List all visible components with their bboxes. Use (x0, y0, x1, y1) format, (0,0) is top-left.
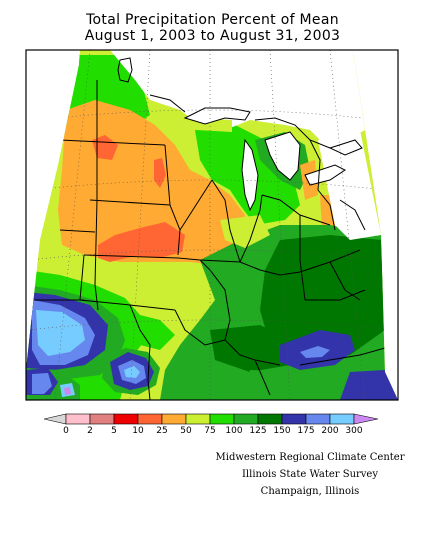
legend-label-100: 100 (225, 426, 243, 436)
legend-label-300: 300 (345, 426, 363, 436)
legend-label-125: 125 (249, 426, 267, 436)
legend-label-5: 5 (111, 426, 117, 436)
credit-survey: Illinois State Water Survey (241, 469, 378, 480)
legend-swatch-100-125 (233, 413, 259, 425)
legend-label-50: 50 (180, 426, 192, 436)
legend-swatch-125-150 (257, 413, 283, 425)
legend-swatch-200-300 (329, 413, 355, 425)
legend-label-200: 200 (321, 426, 339, 436)
map-title-line-1: Total Precipitation Percent of Mean (86, 12, 339, 28)
legend-swatch-5-10 (113, 413, 139, 425)
legend-label-75: 75 (204, 426, 216, 436)
legend-label-2: 2 (87, 426, 93, 436)
legend-bar (43, 413, 379, 425)
precipitation-fields (26, 50, 398, 400)
state-boundaries (30, 80, 386, 400)
legend-swatch-0-2 (65, 413, 91, 425)
credit-location: Champaign, Illinois (260, 486, 360, 497)
legend-swatch-2-5 (89, 413, 115, 425)
legend-swatch-150-175 (281, 413, 307, 425)
legend-swatch-50-75 (185, 413, 211, 425)
legend-swatch-75-100 (209, 413, 235, 425)
legend-swatch-25-50 (161, 413, 187, 425)
legend-arrow-left (43, 413, 67, 425)
legend-label-175: 175 (297, 426, 315, 436)
graticule (27, 50, 396, 400)
legend-label-150: 150 (273, 426, 291, 436)
legend-label-10: 10 (132, 426, 144, 436)
legend-swatch-175-200 (305, 413, 331, 425)
map-border (25, 49, 399, 401)
great-lakes (183, 107, 363, 212)
credit-organization: Midwestern Regional Climate Center (215, 452, 405, 463)
northern-coastlines (117, 57, 366, 231)
legend-swatch-10-25 (137, 413, 163, 425)
legend-label-0: 0 (63, 426, 69, 436)
map-title-line-2: August 1, 2003 to August 31, 2003 (84, 28, 341, 44)
legend-arrow-right (353, 413, 379, 425)
legend-label-25: 25 (156, 426, 168, 436)
